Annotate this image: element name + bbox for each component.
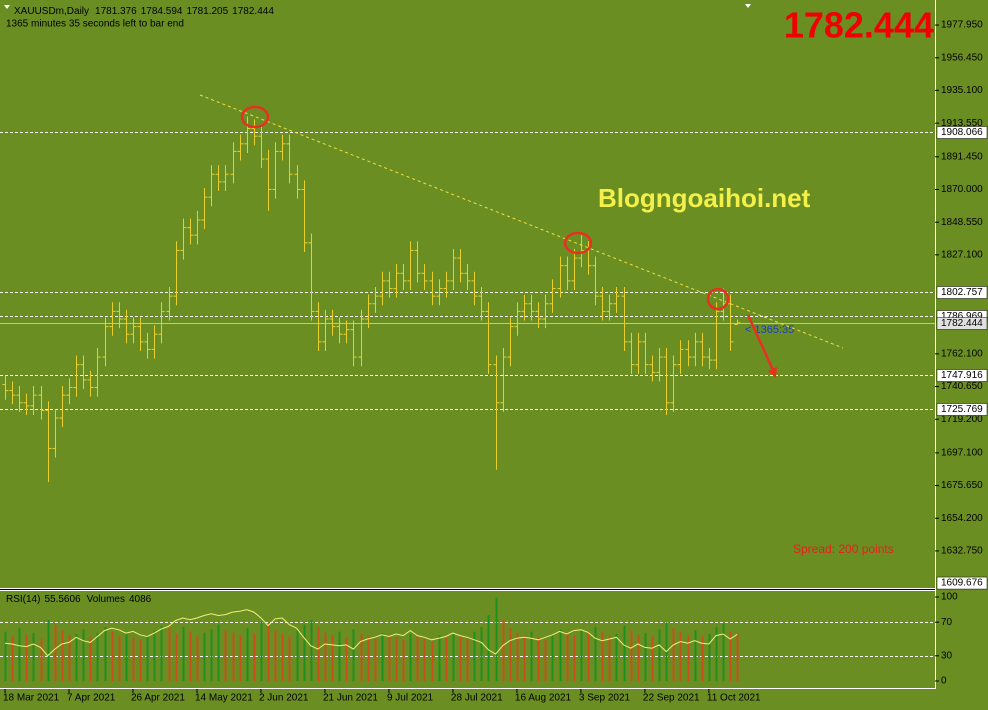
big-price: 1782.444 [784,5,934,46]
x-tick-label: 2 Jun 2021 [259,693,309,704]
y-tick-label: 1870.000 [941,184,983,195]
main-pane [0,0,935,588]
x-tick-label: 3 Sep 2021 [579,693,631,704]
y-tick-label: 100 [941,592,958,603]
rsi-name: RSI(14) [6,594,40,605]
y-tick-label: 1740.650 [941,381,983,392]
highlight-circle [706,287,730,311]
y-tick-label: 70 [941,617,953,628]
price-axis [936,0,988,710]
y-tick-label: 1697.100 [941,448,983,459]
x-tick-label: 26 Apr 2021 [131,693,185,704]
y-tick-label: 1848.550 [941,217,983,228]
time-axis [0,689,936,710]
x-tick-label: 21 Jun 2021 [323,693,378,704]
shift-marker [745,4,751,8]
arrow-head [768,367,777,378]
price-box [936,403,988,416]
y-tick-label: 1632.750 [941,546,983,557]
y-tick-label: 1719.200 [941,414,983,425]
y-tick-label: 1654.200 [941,513,983,524]
y-tick-label: 1675.650 [941,480,983,491]
arrow [746,314,775,371]
y-tick-label: 1891.450 [941,151,983,162]
low: 1781.205 [186,6,228,17]
symbol: XAUUSDm,Daily [14,6,89,17]
watermark: Blogngoaihoi.net [598,183,811,213]
price-box [936,286,988,299]
header: XAUUSDm,Daily 1781.376 1784.594 1781.205 178… [14,6,274,17]
trendline [199,94,844,349]
y-tick-label: 1762.100 [941,349,983,360]
y-tick-label: 1956.450 [941,52,983,63]
y-tick-label: 1935.100 [941,85,983,96]
highlight-circle [563,231,593,255]
highlight-circle [240,105,270,129]
price-box-label: 1802.757 [941,287,983,298]
volume-name: Volumes [87,594,125,605]
x-tick-label: 28 Jul 2021 [451,693,503,704]
price-box [936,369,988,382]
x-tick-label: 14 May 2021 [195,693,253,704]
x-tick-label: 18 Mar 2021 [3,693,60,704]
menu-arrow[interactable] [4,5,10,9]
x-tick-label: 7 Apr 2021 [67,693,116,704]
open: 1781.376 [95,6,137,17]
price-box [936,576,988,590]
price-box-label: 1786.969 [941,311,983,322]
price-box-label: 1747.916 [941,370,983,381]
x-tick-label: 9 Jul 2021 [387,693,434,704]
indicator-label: RSI(14) 55.5606 Volumes 4086 [6,594,152,605]
price-box-label: 1725.769 [941,404,983,415]
close: 1782.444 [232,6,274,17]
y-tick-label: 30 [941,650,953,661]
price-box-label: 1908.066 [941,127,983,138]
volume-value: 4086 [129,594,152,605]
y-tick-label: 1977.950 [941,20,983,31]
countdown: 1365 minutes 35 seconds left to bar end [6,19,184,30]
x-tick-label: 11 Oct 2021 [707,693,761,704]
price-box-label: 1782.444 [941,318,983,329]
x-tick-label: 16 Aug 2021 [515,693,572,704]
price-box [936,126,988,139]
high: 1784.594 [141,6,183,17]
rsi-line [4,609,738,657]
y-tick-label: 1827.100 [941,249,983,260]
price-box-label: 1609.676 [941,578,983,589]
price-box [936,317,988,330]
spread: Spread: 200 points [793,542,894,556]
y-tick-label: 0 [941,676,947,687]
x-tick-label: 22 Sep 2021 [643,693,700,704]
y-tick-label: 1913.550 [941,118,983,129]
rsi-value: 55.5606 [44,594,81,605]
